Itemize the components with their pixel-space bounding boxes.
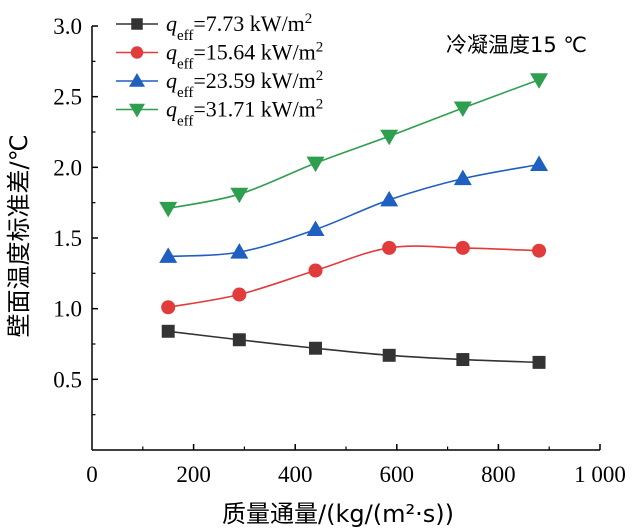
x-tick-label: 0 bbox=[86, 462, 98, 487]
x-tick-label: 400 bbox=[278, 462, 313, 487]
x-tick-label: 200 bbox=[176, 462, 211, 487]
legend-marker-2 bbox=[130, 46, 144, 59]
data-point-circle bbox=[161, 300, 176, 315]
series-lines bbox=[168, 78, 540, 364]
data-point-circle bbox=[455, 240, 470, 255]
data-point-square bbox=[382, 348, 396, 362]
legend-label-1: qeff=7.73 kW/m2 bbox=[166, 11, 312, 44]
legend-marker-3 bbox=[129, 73, 145, 87]
data-point-triangle-up bbox=[230, 243, 249, 259]
data-point-circle bbox=[308, 263, 323, 278]
series-line-1 bbox=[168, 330, 540, 364]
data-point-square bbox=[232, 333, 246, 347]
condensation-temperature-annotation: 冷凝温度15 ℃ bbox=[446, 33, 587, 57]
data-point-triangle-down bbox=[230, 187, 249, 204]
data-point-triangle-up bbox=[453, 169, 472, 186]
x-axis-title: 质量通量/(kg/(m²·s)) bbox=[222, 500, 454, 528]
y-tick-label: 1.0 bbox=[53, 297, 82, 322]
y-tick-label: 0.5 bbox=[53, 367, 82, 392]
data-point-triangle-up bbox=[159, 247, 178, 263]
data-point-circle bbox=[382, 240, 397, 255]
x-tick-label: 1 000 bbox=[574, 462, 626, 487]
data-point-square bbox=[532, 355, 546, 369]
data-point-triangle-down bbox=[530, 73, 549, 89]
legend-label-3: qeff=23.59 kW/m2 bbox=[166, 68, 323, 101]
data-point-triangle-up bbox=[380, 190, 399, 207]
x-tick-label: 800 bbox=[481, 462, 516, 487]
data-point-circle bbox=[232, 287, 247, 302]
data-point-triangle-down bbox=[453, 101, 472, 117]
data-point-circle bbox=[532, 243, 547, 258]
data-point-triangle-up bbox=[306, 220, 325, 236]
axes: 0 200 400 600 800 1 000 0.5 1.0 1.5 2.0 2.5 3.0 bbox=[53, 14, 626, 487]
y-tick-label: 3.0 bbox=[53, 14, 82, 39]
data-point-triangle-down bbox=[306, 156, 325, 173]
data-point-square bbox=[456, 353, 470, 367]
legend-marker-4 bbox=[129, 103, 145, 118]
y-axis-title: 壁面温度标准差/℃ bbox=[5, 134, 33, 337]
legend-label-4: qeff=31.71 kW/m2 bbox=[166, 97, 323, 130]
data-point-square bbox=[161, 324, 175, 338]
legend-marker-1 bbox=[131, 18, 143, 30]
series-markers bbox=[159, 73, 549, 369]
data-point-triangle-down bbox=[159, 201, 178, 218]
y-tick-label: 1.5 bbox=[53, 226, 82, 251]
data-point-triangle-up bbox=[530, 155, 549, 171]
series-line-3 bbox=[168, 163, 540, 258]
data-point-triangle-down bbox=[380, 129, 399, 146]
y-tick-label: 2.5 bbox=[53, 85, 82, 110]
x-tick-label: 600 bbox=[380, 462, 415, 487]
data-point-square bbox=[309, 341, 322, 355]
legend-label-2: qeff=15.64 kW/m2 bbox=[166, 40, 323, 73]
series-line-2 bbox=[168, 245, 540, 309]
y-tick-label: 2.0 bbox=[53, 155, 82, 180]
